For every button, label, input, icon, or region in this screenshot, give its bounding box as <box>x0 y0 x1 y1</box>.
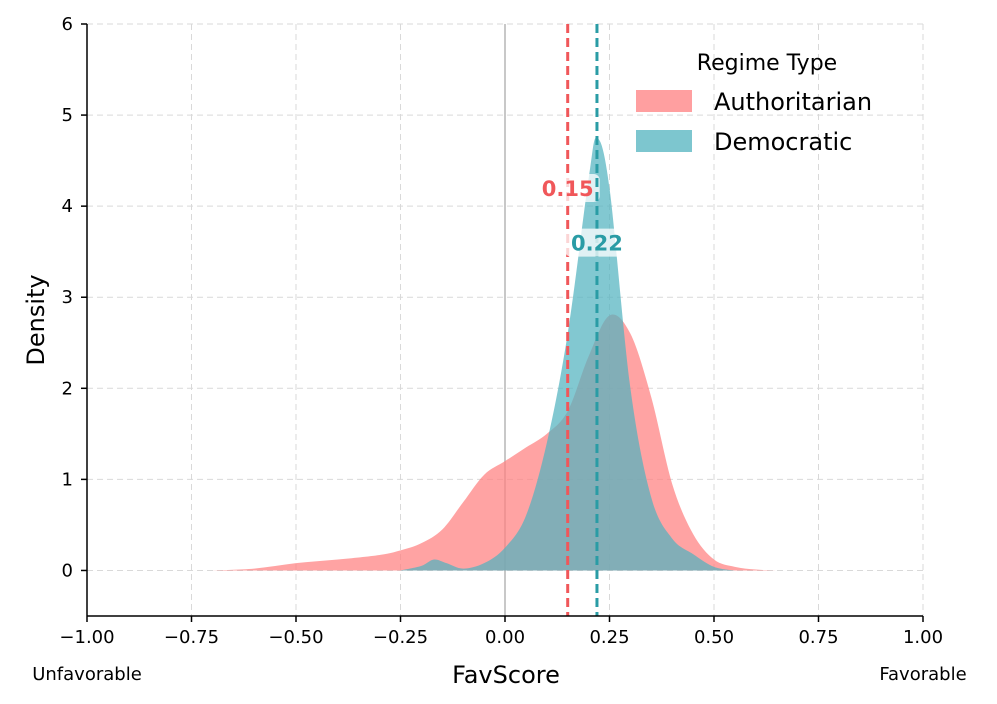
y-tick-label: 3 <box>62 287 73 308</box>
y-tick-label: 4 <box>62 196 73 217</box>
y-tick-label: 6 <box>62 14 73 35</box>
legend-swatch-democratic <box>636 130 692 152</box>
y-tick-label: 0 <box>62 560 73 581</box>
density-areas <box>212 137 777 571</box>
x-tick-label: 0.75 <box>798 627 838 648</box>
mean-lines: 0.15 0.22 <box>535 24 629 616</box>
authoritarian-density-area <box>212 314 777 571</box>
unfavorable-label: Unfavorable <box>32 664 142 685</box>
legend-title: Regime Type <box>697 51 837 76</box>
favorable-label: Favorable <box>879 664 966 685</box>
democratic-mean-label: 0.22 <box>571 232 623 256</box>
y-axis-title: Density <box>22 274 50 365</box>
y-tick-label: 1 <box>62 469 73 490</box>
legend: Regime Type Authoritarian Democratic <box>636 51 872 156</box>
x-axis-title: FavScore <box>452 661 560 689</box>
legend-swatch-authoritarian <box>636 90 692 112</box>
authoritarian-mean-label-bg <box>535 173 600 202</box>
x-tick-label: 0.00 <box>485 627 525 648</box>
y-tick-label: 5 <box>62 105 73 126</box>
axes: −1.00 −0.75 −0.50 −0.25 0.00 0.25 0.50 0.75 1.00… <box>59 14 943 648</box>
x-tick-label: 0.50 <box>694 627 734 648</box>
democratic-mean-label-bg <box>564 228 629 257</box>
x-tick-label: −0.75 <box>164 627 219 648</box>
y-tick-label: 2 <box>62 378 73 399</box>
legend-label-authoritarian: Authoritarian <box>714 88 872 116</box>
x-tick-label: −0.25 <box>373 627 428 648</box>
x-tick-label: −0.50 <box>268 627 323 648</box>
x-tick-label: −1.00 <box>59 627 114 648</box>
x-tick-label: 0.25 <box>589 627 629 648</box>
legend-label-democratic: Democratic <box>714 128 852 156</box>
authoritarian-mean-label: 0.15 <box>542 177 594 201</box>
x-tick-label: 1.00 <box>903 627 943 648</box>
